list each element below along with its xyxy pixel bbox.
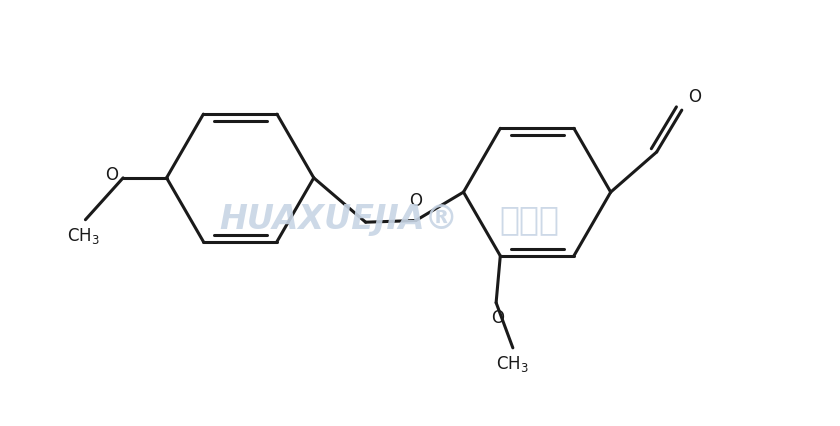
Text: HUAXUEJIA®: HUAXUEJIA® xyxy=(219,203,459,236)
Text: O: O xyxy=(105,167,118,184)
Text: O: O xyxy=(688,88,701,106)
Text: O: O xyxy=(491,308,504,326)
Text: O: O xyxy=(409,192,423,210)
Text: CH$_3$: CH$_3$ xyxy=(496,354,529,374)
Text: CH$_3$: CH$_3$ xyxy=(67,226,100,246)
Text: 化学加: 化学加 xyxy=(500,203,559,236)
